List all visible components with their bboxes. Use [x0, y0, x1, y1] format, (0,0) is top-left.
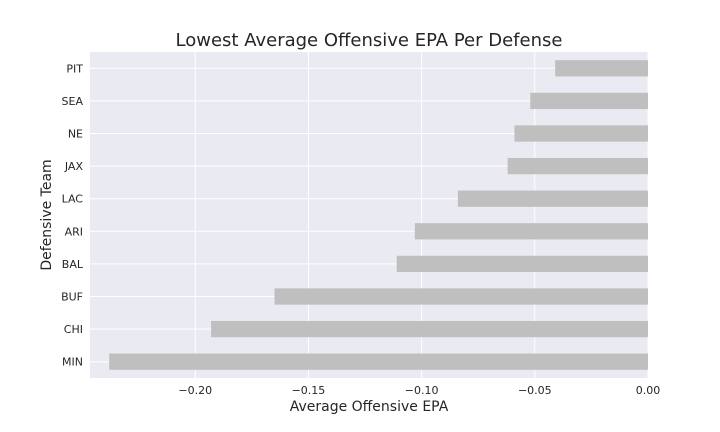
- y-tick-label: BAL: [62, 258, 84, 271]
- y-tick-label: PIT: [66, 62, 83, 75]
- x-axis-title: Average Offensive EPA: [290, 399, 449, 415]
- y-tick-label: CHI: [64, 323, 83, 336]
- x-tick-label: 0.00: [636, 384, 661, 397]
- bar-lac: [457, 190, 648, 207]
- y-tick-label: JAX: [64, 160, 84, 173]
- y-tick-labels: MIN CHI BUF BAL ARI LAC JAX NE SEA PIT: [61, 62, 84, 368]
- y-tick-label: SEA: [62, 95, 84, 108]
- y-axis-title: Defensive Team: [39, 159, 55, 270]
- x-tick-label: −0.10: [405, 384, 439, 397]
- y-tick-label: NE: [68, 128, 83, 141]
- bar-sea: [530, 92, 648, 110]
- bar-pit: [555, 60, 648, 77]
- x-tick-label: −0.20: [178, 384, 212, 397]
- bar-bal: [396, 255, 648, 273]
- bar-ari: [414, 223, 648, 240]
- bar-ne: [514, 125, 648, 142]
- y-tick-label: BUF: [61, 291, 83, 304]
- chart-title: Lowest Average Offensive EPA Per Defense: [176, 30, 563, 51]
- x-tick-label: −0.15: [292, 384, 326, 397]
- bar-chi: [211, 320, 649, 338]
- bar-min: [109, 353, 648, 370]
- bars: [109, 60, 649, 370]
- y-tick-label: MIN: [62, 356, 83, 369]
- x-tick-labels: −0.20 −0.15 −0.10 −0.05 0.00: [178, 384, 660, 397]
- y-tick-label: LAC: [62, 193, 84, 206]
- x-tick-label: −0.05: [518, 384, 552, 397]
- bar-buf: [274, 288, 648, 305]
- bar-jax: [507, 157, 648, 175]
- y-tick-label: ARI: [65, 225, 83, 238]
